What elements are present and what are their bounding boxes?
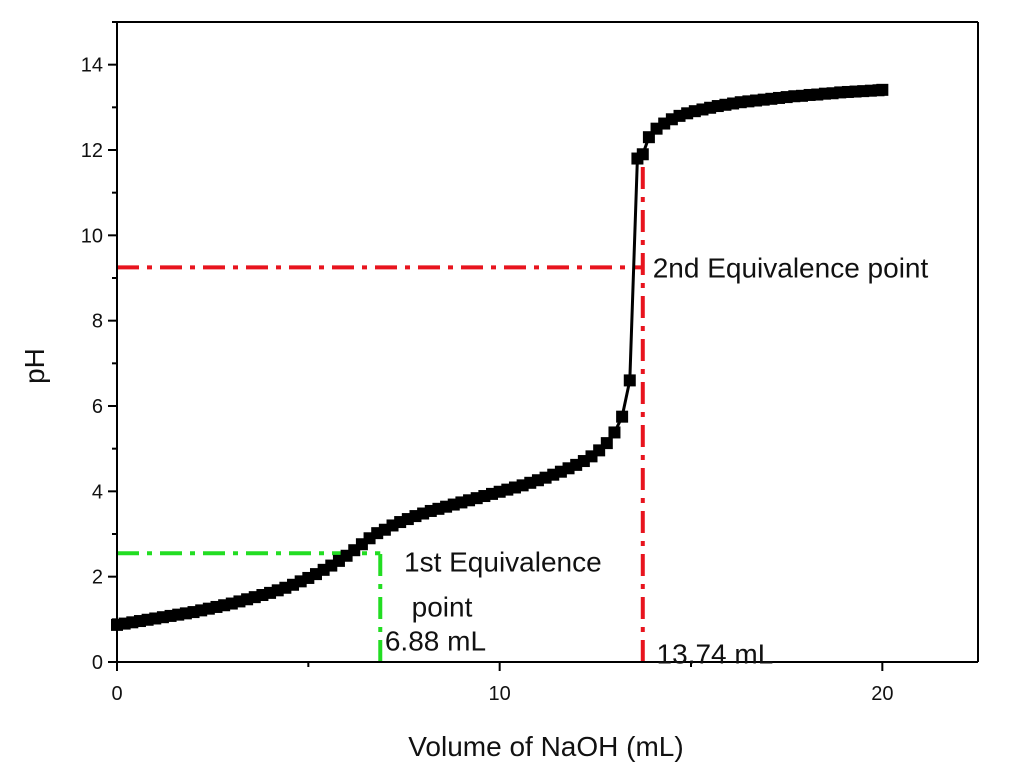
data-point	[424, 504, 437, 517]
x-tick-label: 10	[489, 683, 511, 705]
y-tick-label: 4	[92, 481, 103, 503]
data-point	[636, 148, 649, 161]
second-volume-label: 13.74 mL	[657, 638, 774, 669]
second-equivalence-label: 2nd Equivalence point	[653, 252, 929, 283]
y-tick-label: 6	[92, 396, 103, 418]
first-equivalence-label-line1: 1st Equivalence	[404, 547, 602, 578]
y-axis-title: pH	[19, 348, 50, 384]
data-point	[409, 510, 422, 523]
y-tick-label: 14	[81, 55, 103, 77]
x-tick-label: 20	[871, 683, 893, 705]
y-tick-label: 8	[92, 311, 103, 333]
y-tick-label: 0	[92, 652, 103, 674]
series-line-1	[116, 88, 883, 627]
x-tick-label: 0	[111, 683, 122, 705]
y-tick-label: 12	[81, 140, 103, 162]
first-volume-label: 6.88 mL	[385, 626, 486, 657]
axes-layer: 0 10 20 0 2 4 6 8 10 12 14	[81, 21, 979, 705]
data-point	[608, 426, 621, 439]
data-point	[876, 83, 889, 96]
annotations-layer: 2nd Equivalence point 1st Equivalence poin…	[385, 252, 929, 669]
data-point	[658, 117, 671, 130]
y-tick-label: 2	[92, 567, 103, 589]
x-axis-title: Volume of NaOH (mL)	[408, 731, 683, 762]
data-point	[600, 437, 613, 450]
data-point	[623, 374, 636, 387]
first-equivalence-label-line2: point	[412, 592, 473, 623]
data-point	[616, 410, 629, 423]
y-tick-label: 10	[81, 225, 103, 247]
series-layer	[111, 83, 889, 631]
data-point	[650, 122, 663, 135]
reference-lines-layer	[117, 150, 645, 662]
